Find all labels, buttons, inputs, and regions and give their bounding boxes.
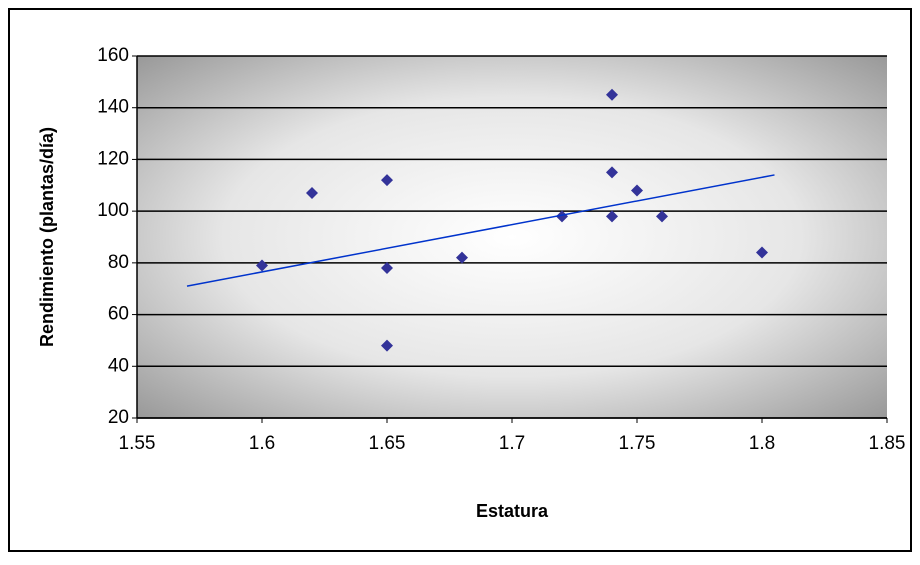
data-point bbox=[606, 166, 618, 179]
x-tick-label: 1.65 bbox=[369, 433, 406, 454]
trendline bbox=[186, 174, 775, 287]
y-tick-label: 140 bbox=[97, 97, 129, 118]
x-tick-label: 1.8 bbox=[749, 433, 775, 454]
data-point bbox=[381, 262, 393, 275]
data-point bbox=[256, 259, 268, 272]
y-tick-label: 80 bbox=[108, 252, 129, 273]
data-point bbox=[306, 187, 318, 200]
y-tick-label: 100 bbox=[97, 200, 129, 221]
data-point bbox=[756, 246, 768, 259]
x-tick-label: 1.7 bbox=[499, 433, 525, 454]
y-axis-title: Rendimiento (plantas/día) bbox=[37, 127, 57, 347]
data-point bbox=[556, 210, 568, 223]
data-point bbox=[381, 174, 393, 187]
data-point bbox=[456, 251, 468, 264]
x-tick-label: 1.55 bbox=[119, 433, 156, 454]
x-tick-label: 1.85 bbox=[869, 433, 906, 454]
plot-area bbox=[137, 56, 887, 418]
y-tick-label: 40 bbox=[108, 355, 129, 376]
x-axis-title: Estatura bbox=[476, 501, 549, 521]
y-tick-label: 160 bbox=[97, 45, 129, 66]
data-point bbox=[606, 210, 618, 223]
data-point bbox=[606, 88, 618, 101]
data-point bbox=[381, 339, 393, 352]
x-tick-label: 1.75 bbox=[619, 433, 656, 454]
y-tick-label: 120 bbox=[97, 148, 129, 169]
y-tick-label: 20 bbox=[108, 407, 129, 428]
data-point bbox=[631, 184, 643, 197]
data-point bbox=[656, 210, 668, 223]
x-tick-label: 1.6 bbox=[249, 433, 275, 454]
y-tick-label: 60 bbox=[108, 304, 129, 325]
